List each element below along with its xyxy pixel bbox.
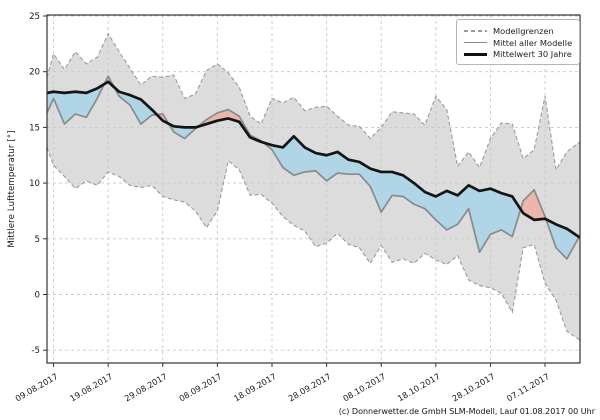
model-range-upper-line <box>47 32 580 172</box>
y-tick-label: 15 <box>29 123 40 133</box>
legend-item-modellgrenzen: Modellgrenzen <box>464 26 573 36</box>
dashed-line-swatch <box>464 30 487 32</box>
svg-text:09.08.2017: 09.08.2017 <box>13 371 59 403</box>
svg-text:18.10.2017: 18.10.2017 <box>396 371 442 403</box>
copyright-caption: (c) Donnerwetter.de GmbH SLM-Modell, Lau… <box>338 407 595 416</box>
x-tick-label: 28.09.2017 <box>286 371 332 403</box>
svg-text:08.09.2017: 08.09.2017 <box>177 371 223 403</box>
legend-label-mittel-aller-modelle: Mittel aller Modelle <box>493 37 573 48</box>
y-axis-title: Mittlere Lufttemperatur [°] <box>7 130 17 248</box>
model-range-lower-line <box>47 147 580 341</box>
svg-text:19.08.2017: 19.08.2017 <box>68 371 114 403</box>
svg-text:29.08.2017: 29.08.2017 <box>123 371 169 403</box>
gray-line-swatch <box>464 41 487 44</box>
below-normal-fill <box>545 219 580 259</box>
model-mean-line <box>47 75 580 260</box>
x-tick-label: 28.10.2017 <box>450 371 496 403</box>
legend: Modellgrenzen Mittel aller Modelle Mitte… <box>456 19 580 65</box>
x-tick-label: 18.09.2017 <box>232 371 278 403</box>
below-normal-fill <box>263 136 521 253</box>
x-tick-label: 08.09.2017 <box>177 371 223 403</box>
x-tick-label: 29.08.2017 <box>123 371 169 403</box>
x-tick-label: 19.08.2017 <box>68 371 114 403</box>
y-tick-label: 5 <box>35 235 40 245</box>
above-normal-fill <box>197 109 264 143</box>
x-tick-label: 09.08.2017 <box>13 371 59 403</box>
black-line-swatch <box>464 52 487 56</box>
legend-label-mittelwert-30-jahre: Mittelwert 30 Jahre <box>493 49 572 59</box>
y-tick-label: 25 <box>29 12 40 22</box>
x-tick-label: 08.10.2017 <box>341 371 387 403</box>
svg-text:28.09.2017: 28.09.2017 <box>286 371 332 403</box>
legend-item-mittelwert-30-jahre: Mittelwert 30 Jahre <box>464 49 573 59</box>
y-tick-label: 0 <box>35 291 40 301</box>
plot-border <box>46 14 581 364</box>
y-tick-label: -5 <box>31 346 40 356</box>
below-normal-fill <box>114 87 157 125</box>
svg-text:08.10.2017: 08.10.2017 <box>341 371 387 403</box>
svg-text:18.09.2017: 18.09.2017 <box>232 371 278 403</box>
x-tick-label: 07.11.2017 <box>505 371 551 403</box>
below-normal-fill <box>47 84 105 125</box>
y-tick-label: 10 <box>29 179 40 189</box>
mean-30-years-line <box>47 80 580 239</box>
svg-text:07.11.2017: 07.11.2017 <box>505 371 551 403</box>
legend-label-modellgrenzen: Modellgrenzen <box>493 26 554 36</box>
legend-item-mittel-aller-modelle: Mittel aller Modelle <box>464 38 573 48</box>
svg-text:28.10.2017: 28.10.2017 <box>450 371 496 403</box>
y-tick-label: 20 <box>29 68 40 78</box>
x-tick-label: 18.10.2017 <box>396 371 442 403</box>
plot-area <box>47 15 580 363</box>
